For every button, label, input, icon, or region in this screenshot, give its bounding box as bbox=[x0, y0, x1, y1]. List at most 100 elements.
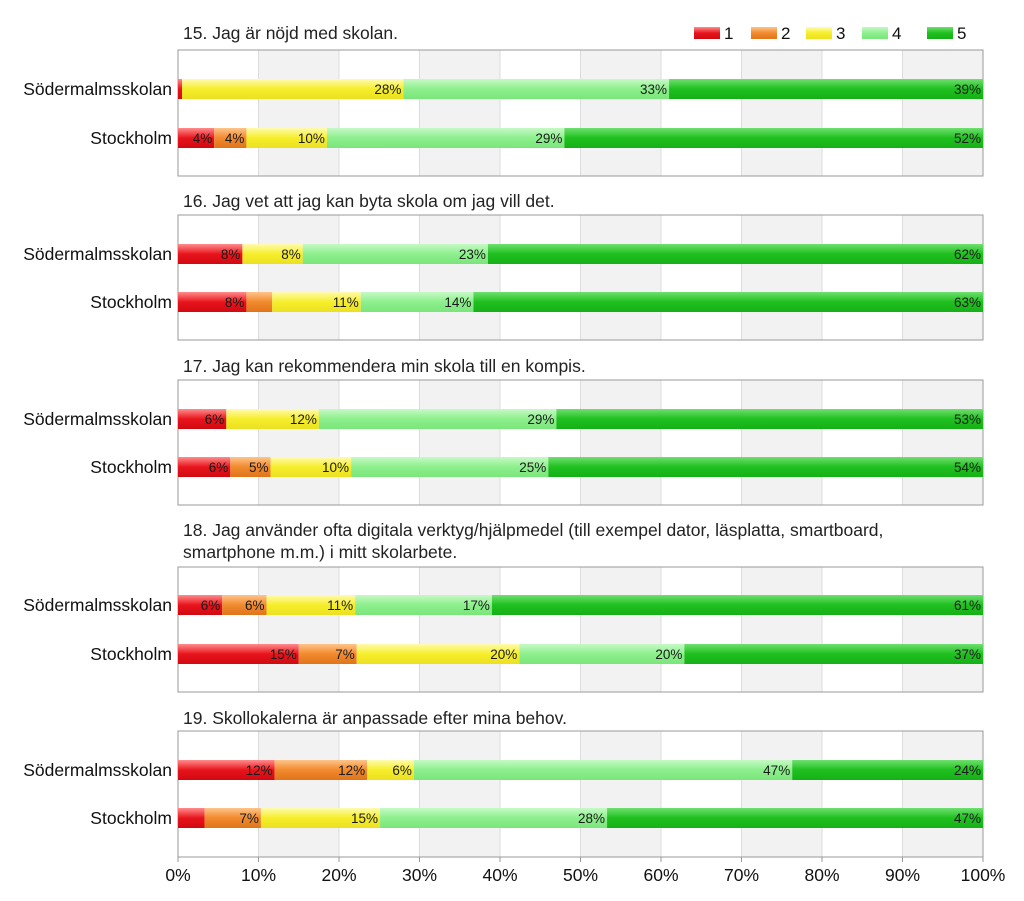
grid-band bbox=[258, 50, 339, 176]
data-label: 47% bbox=[954, 811, 981, 826]
bar-segment-3 bbox=[272, 292, 361, 312]
data-label: 17% bbox=[463, 598, 490, 613]
row-label: Södermalmsskolan bbox=[23, 79, 172, 99]
bar-segment-5 bbox=[684, 644, 983, 664]
data-label: 62% bbox=[954, 247, 981, 262]
panel-title: 16. Jag vet att jag kan byta skola om ja… bbox=[183, 191, 555, 211]
data-label: 28% bbox=[374, 82, 401, 97]
data-label: 6% bbox=[245, 598, 265, 613]
data-label: 12% bbox=[246, 763, 273, 778]
grid-band bbox=[258, 215, 339, 340]
data-label: 8% bbox=[281, 247, 301, 262]
bar-segment-1 bbox=[178, 644, 299, 664]
bar-segment-4 bbox=[519, 644, 685, 664]
panel-frame bbox=[177, 49, 984, 177]
data-label: 29% bbox=[527, 412, 554, 427]
bar-segment-1 bbox=[178, 128, 215, 148]
bar-segment-1 bbox=[178, 79, 183, 99]
data-label: 14% bbox=[444, 295, 471, 310]
data-label: 4% bbox=[193, 131, 213, 146]
data-label: 15% bbox=[351, 811, 378, 826]
data-label: 15% bbox=[270, 647, 297, 662]
panel-title: smartphone m.m.) i mitt skolarbete. bbox=[183, 542, 457, 562]
x-tick-label: 90% bbox=[885, 865, 920, 885]
row-label: Södermalmsskolan bbox=[23, 760, 172, 780]
x-tick-label: 10% bbox=[241, 865, 276, 885]
data-label: 20% bbox=[655, 647, 682, 662]
grid-band bbox=[580, 731, 661, 857]
data-label: 12% bbox=[290, 412, 317, 427]
grid-band bbox=[419, 50, 500, 176]
x-tick-label: 60% bbox=[643, 865, 678, 885]
row-label: Södermalmsskolan bbox=[23, 409, 172, 429]
panel-frame bbox=[177, 566, 984, 693]
bar-segment-5 bbox=[556, 409, 983, 429]
data-label: 54% bbox=[954, 460, 981, 475]
bar-segment-4 bbox=[326, 128, 565, 148]
grid-band bbox=[902, 731, 983, 857]
data-label: 12% bbox=[338, 763, 365, 778]
row-label: Stockholm bbox=[90, 128, 172, 148]
data-label: 33% bbox=[640, 82, 667, 97]
grid-band bbox=[580, 380, 661, 505]
panel-title: 18. Jag använder ofta digitala verktyg/h… bbox=[183, 520, 883, 540]
data-label: 6% bbox=[392, 763, 412, 778]
x-tick-label: 20% bbox=[321, 865, 356, 885]
bar-segment-3 bbox=[242, 244, 303, 264]
bar-segment-4 bbox=[355, 595, 492, 615]
data-label: 6% bbox=[209, 460, 229, 475]
panel-frame bbox=[177, 214, 984, 341]
grid-band bbox=[902, 50, 983, 176]
row-label: Södermalmsskolan bbox=[23, 244, 172, 264]
bar-segment-5 bbox=[473, 292, 983, 312]
bar-segment-2 bbox=[222, 595, 267, 615]
data-label: 7% bbox=[335, 647, 355, 662]
data-label: 37% bbox=[954, 647, 981, 662]
bar-segment-1 bbox=[178, 244, 243, 264]
panel-title: 17. Jag kan rekommendera min skola till … bbox=[183, 356, 586, 376]
data-label: 63% bbox=[954, 295, 981, 310]
grid-band bbox=[902, 215, 983, 340]
data-label: 28% bbox=[578, 811, 605, 826]
legend-swatch bbox=[806, 27, 832, 39]
data-label: 6% bbox=[205, 412, 225, 427]
bar-segment-5 bbox=[487, 244, 983, 264]
bar-segment-4 bbox=[302, 244, 488, 264]
legend-swatch bbox=[751, 27, 777, 39]
bar-segment-4 bbox=[318, 409, 557, 429]
bar-segment-2 bbox=[214, 128, 247, 148]
grid-band bbox=[419, 567, 500, 692]
legend-label: 1 bbox=[724, 24, 733, 43]
bar-segment-1 bbox=[178, 760, 275, 780]
bar-segment-5 bbox=[792, 760, 983, 780]
grid-band bbox=[580, 215, 661, 340]
bar-segment-4 bbox=[380, 808, 608, 828]
bar-segment-2 bbox=[204, 808, 261, 828]
x-tick-label: 50% bbox=[563, 865, 598, 885]
row-label: Stockholm bbox=[90, 457, 172, 477]
data-label: 6% bbox=[201, 598, 221, 613]
grid-band bbox=[580, 50, 661, 176]
legend-label: 5 bbox=[957, 24, 966, 43]
bar-segment-4 bbox=[351, 457, 549, 477]
bar-segment-4 bbox=[403, 79, 670, 99]
bar-segment-3 bbox=[356, 644, 520, 664]
data-label: 7% bbox=[239, 811, 259, 826]
bar-segment-5 bbox=[607, 808, 983, 828]
row-label: Stockholm bbox=[90, 644, 172, 664]
grid-band bbox=[741, 50, 822, 176]
bar-segment-3 bbox=[367, 760, 414, 780]
data-label: 61% bbox=[954, 598, 981, 613]
panel-title: 19. Skollokalerna är anpassade efter min… bbox=[183, 708, 567, 728]
row-label: Södermalmsskolan bbox=[23, 595, 172, 615]
x-tick-label: 70% bbox=[724, 865, 759, 885]
bar-segment-1 bbox=[178, 457, 231, 477]
panel-frame bbox=[177, 379, 984, 506]
bar-segment-1 bbox=[178, 808, 205, 828]
legend-swatch bbox=[862, 27, 888, 39]
bar-segment-3 bbox=[182, 79, 404, 99]
data-label: 52% bbox=[954, 131, 981, 146]
bar-segment-2 bbox=[274, 760, 368, 780]
